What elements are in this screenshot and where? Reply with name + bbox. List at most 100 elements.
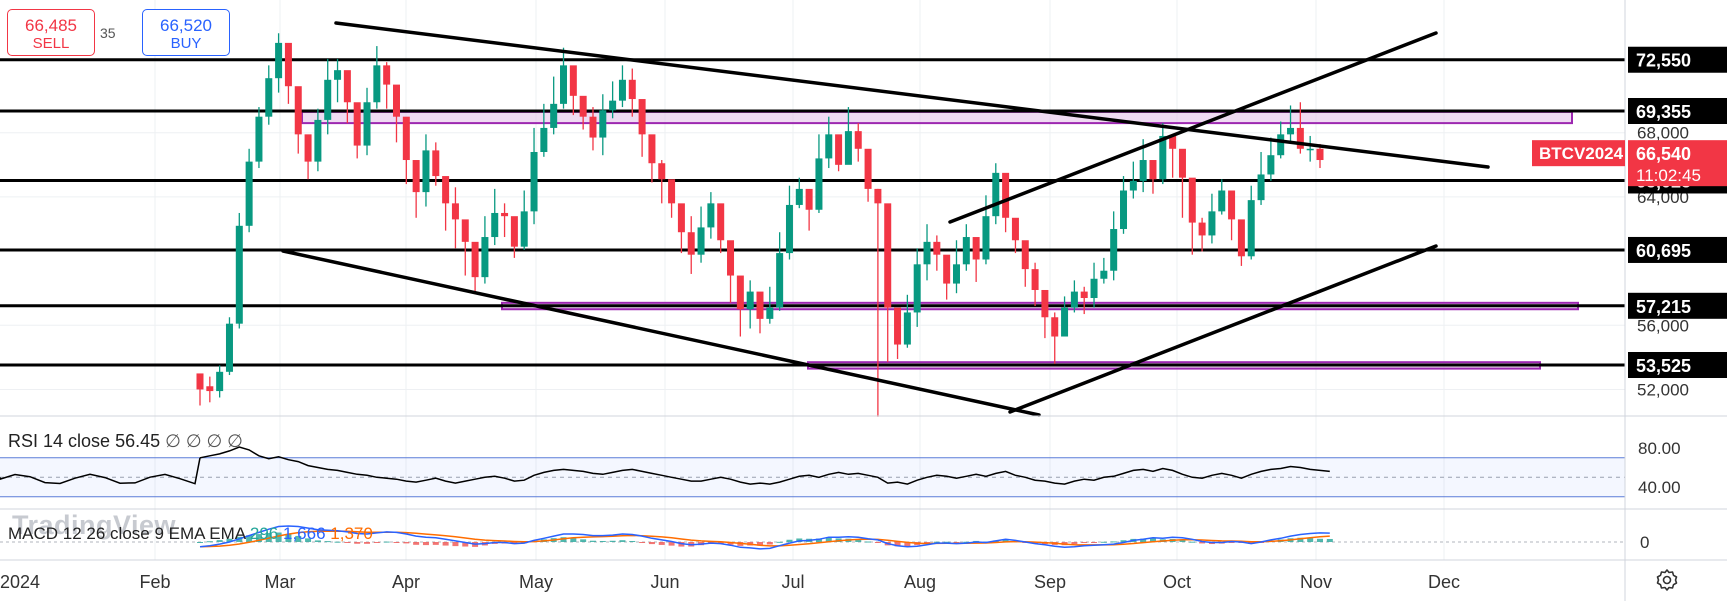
candle-body (235, 225, 243, 324)
macd-histogram-bar (305, 538, 312, 542)
time-axis-tick: 2024 (0, 572, 40, 592)
candle-body (923, 241, 931, 265)
time-axis-tick: Jul (781, 572, 804, 592)
candle-body (609, 100, 617, 111)
macd-histogram-bar (314, 540, 321, 542)
candle-body (422, 150, 430, 193)
candle-body (1218, 190, 1226, 212)
level-label-bg (1628, 236, 1727, 263)
candle-body (658, 163, 666, 180)
macd-histogram-bar (1199, 542, 1206, 544)
candle-body (795, 188, 803, 205)
candle-body (1021, 240, 1029, 270)
buy-button[interactable]: 66,520 BUY (142, 9, 230, 56)
candle-body (933, 241, 941, 255)
candle-body (1277, 134, 1285, 156)
candle-body (1002, 172, 1010, 218)
macd-histogram-bar (865, 541, 872, 543)
candle-body (304, 134, 312, 162)
candle-body (1139, 160, 1147, 181)
level-label-bg (1628, 98, 1727, 124)
candle-body (363, 102, 371, 146)
candle-body (1051, 317, 1059, 337)
candle-body (216, 371, 224, 392)
candle-body (343, 70, 351, 103)
candle-body (1169, 135, 1177, 149)
candle-body (1247, 200, 1255, 257)
buy-price: 66,520 (160, 16, 212, 35)
macd-histogram-bar (1326, 538, 1333, 542)
buy-label: BUY (170, 35, 202, 52)
macd-histogram-bar (727, 542, 734, 545)
candle-body (756, 291, 764, 319)
macd-legend-signal: 1,370 (330, 524, 373, 543)
sell-price: 66,485 (25, 16, 77, 35)
time-axis-tick: Oct (1163, 572, 1191, 592)
candle-body (491, 212, 499, 238)
macd-histogram-bar (285, 533, 292, 542)
price-zone (301, 110, 1573, 125)
candle-body (383, 65, 391, 85)
level-label: 53,525 (1636, 356, 1691, 376)
settings-gear-icon[interactable] (1655, 568, 1679, 592)
macd-histogram-bar (442, 542, 449, 546)
candle-body (677, 203, 685, 233)
candle-body (1129, 180, 1137, 191)
candle-body (402, 116, 410, 161)
macd-histogram-bar (855, 539, 862, 542)
candlestick-series (196, 33, 1324, 417)
macd-histogram-bar (403, 542, 410, 544)
candle-body (284, 42, 292, 87)
macd-histogram-bar (825, 537, 832, 542)
candle-body (844, 131, 852, 165)
macd-histogram-bar (422, 542, 429, 546)
candle-body (982, 216, 990, 260)
macd-histogram-bar (216, 540, 223, 542)
candle-body (864, 148, 872, 189)
sell-button[interactable]: 66,485 SELL (7, 9, 95, 56)
macd-histogram-bar (933, 541, 940, 543)
candle-body (913, 264, 921, 313)
candle-body (785, 204, 793, 254)
candle-body (1257, 174, 1265, 201)
candle-body (618, 79, 626, 101)
macd-histogram-bar (226, 538, 233, 542)
macd-histogram-bar (599, 540, 606, 542)
macd-histogram-bar (570, 538, 577, 542)
trendline (1008, 244, 1438, 414)
macd-legend[interactable]: MACD 12 26 close 9 EMA EMA 296 1,666 1,3… (8, 524, 373, 544)
macd-line (199, 525, 1330, 550)
rsi-legend[interactable]: RSI 14 close 56.45 ∅ ∅ ∅ ∅ (8, 431, 243, 452)
countdown-label: 11:02:45 (1636, 166, 1701, 185)
macd-histogram-bar (924, 542, 931, 544)
candle-body (1080, 291, 1088, 299)
candle-body (1070, 291, 1078, 308)
rsi-pane: 80.00 40.00 (0, 439, 1681, 498)
candle-body (1031, 269, 1039, 290)
candle-body (599, 110, 607, 138)
candle-body (1149, 160, 1157, 180)
macd-histogram-bar (393, 542, 400, 543)
time-axis-tick: Mar (265, 572, 296, 592)
candle-body (1100, 270, 1108, 279)
price-zones (301, 110, 1579, 370)
rsi-axis-tick: 40.00 (1638, 478, 1681, 497)
candle-body (884, 203, 892, 308)
candle-body (1011, 217, 1019, 241)
symbol-tag: BTCV2024 (1539, 144, 1624, 163)
candle-body (1208, 211, 1216, 236)
macd-histogram-bar (619, 540, 626, 542)
candle-body (776, 253, 784, 308)
macd-histogram-bar (1228, 542, 1235, 543)
price-axis-tick: 52,000 (1637, 380, 1689, 399)
macd-histogram-bar (580, 539, 587, 542)
horizontal-levels[interactable] (0, 58, 1625, 367)
time-axis-tick: Nov (1300, 572, 1332, 592)
candle-body (412, 160, 420, 193)
macd-histogram-bar (354, 542, 361, 544)
trendlines[interactable] (281, 21, 1490, 417)
rsi-line (199, 446, 1330, 485)
time-axis-tick: Aug (904, 572, 936, 592)
